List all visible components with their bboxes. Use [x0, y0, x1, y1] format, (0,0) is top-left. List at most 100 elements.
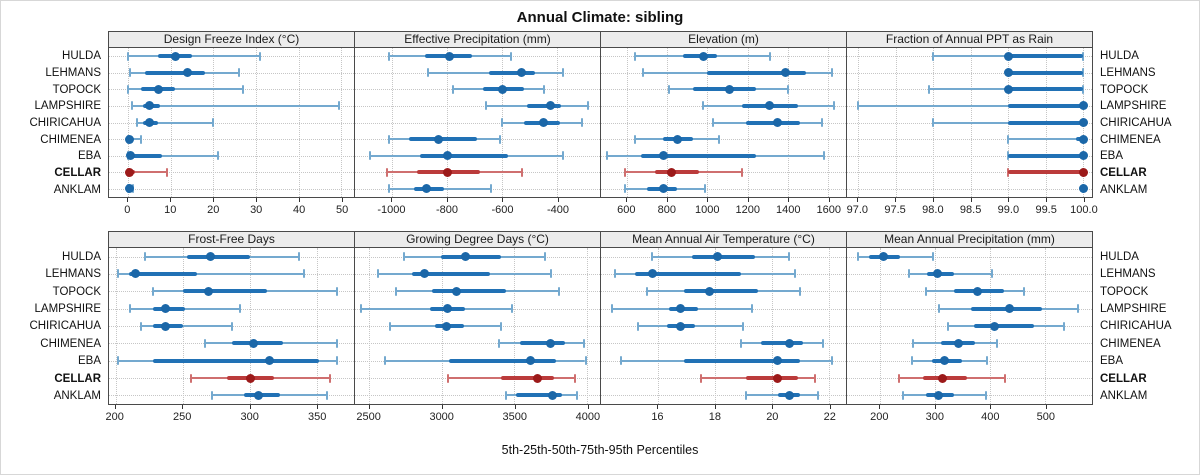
panel-axis: 16 18 20 22: [600, 405, 847, 429]
median-dot: [773, 373, 783, 383]
gridline-horizontal: [109, 155, 354, 157]
whisker-cap: [984, 390, 987, 400]
median-dot: [989, 321, 999, 331]
axis-tick: [1046, 198, 1048, 202]
whisker-cap: [768, 51, 771, 61]
panel-header: Design Freeze Index (°C): [108, 31, 355, 48]
axis-tick: [828, 198, 830, 202]
whisker-cap: [369, 151, 372, 161]
median-dot: [773, 356, 783, 366]
median-dot: [422, 184, 432, 194]
whisker-cap: [932, 252, 935, 262]
iqr-bar: [419, 153, 508, 158]
whisker-cap: [338, 101, 341, 111]
whisker-cap: [586, 101, 589, 111]
median-dot: [1003, 68, 1013, 78]
site-label-column-right: HULDA LEHMANS TOPOCK LAMPSHIRE CHIRICAHUA CHI…: [1093, 31, 1197, 198]
strip-spacer: [1093, 231, 1197, 248]
site-label: CELLAR: [54, 167, 101, 180]
axis-tick: [587, 405, 589, 409]
median-dot: [672, 134, 682, 144]
median-dot: [933, 269, 943, 279]
whisker-cap: [237, 68, 240, 78]
whisker-cap: [619, 356, 622, 366]
whisker-cap: [614, 269, 617, 279]
site-label: CHIMENEA: [40, 133, 101, 146]
whisker-cap: [561, 151, 564, 161]
axis-tick: [1083, 198, 1085, 202]
whisker-cap: [793, 269, 796, 279]
whisker-cap: [946, 321, 949, 331]
axis-tick-label: 300: [240, 411, 259, 423]
whisker-cap: [1082, 84, 1084, 94]
panel-plot: [846, 248, 1093, 405]
median-dot: [1078, 101, 1088, 111]
whisker-cap: [388, 134, 391, 144]
median-dot: [939, 356, 949, 366]
median-dot: [265, 356, 275, 366]
site-label: LAMPSHIRE: [1100, 100, 1167, 113]
row-gap: [1, 222, 1199, 231]
whisker-cap: [740, 167, 743, 177]
whisker-cap: [500, 321, 503, 331]
site-label: TOPOCK: [52, 285, 101, 298]
whisker-cap: [388, 184, 391, 194]
site-label: HULDA: [62, 50, 101, 63]
whisker-cap: [335, 286, 338, 296]
whisker-cap: [509, 51, 512, 61]
median-dot: [704, 286, 714, 296]
iqr-bar: [1008, 54, 1083, 59]
whisker-cap: [394, 286, 397, 296]
median-dot: [1078, 167, 1088, 177]
whisker-cap: [745, 390, 748, 400]
whisker-cap: [624, 184, 627, 194]
median-dot: [442, 151, 452, 161]
axis-tick: [772, 405, 774, 409]
site-label: ANKLAM: [53, 183, 101, 196]
axis-tick: [299, 198, 301, 202]
median-dot: [781, 68, 791, 78]
median-dot: [254, 390, 264, 400]
iqr-bar: [1008, 103, 1083, 108]
axis-tick-label: 2500: [356, 411, 381, 423]
axis-tick: [829, 405, 831, 409]
whisker-cap: [388, 321, 391, 331]
gridline-horizontal: [601, 188, 846, 190]
whisker-cap: [857, 252, 859, 262]
gridline-horizontal: [847, 155, 1092, 157]
whisker-cap: [832, 101, 835, 111]
site-label: LAMPSHIRE: [1100, 303, 1167, 316]
median-dot: [497, 84, 507, 94]
whisker-cap: [645, 286, 648, 296]
iqr-bar: [683, 289, 758, 294]
axis-tick: [342, 198, 344, 202]
gridline-horizontal: [355, 122, 600, 124]
panel-axis: 0 10 20 30 40 50: [108, 198, 355, 222]
site-label: LAMPSHIRE: [34, 100, 101, 113]
axis-caption: 5th-25th-50th-75th-95th Percentiles: [501, 443, 699, 457]
site-label: HULDA: [62, 250, 101, 263]
whisker-cap: [634, 51, 637, 61]
median-dot: [441, 321, 451, 331]
whisker-cap: [575, 390, 578, 400]
axis-tick-label: 40: [293, 204, 306, 216]
axis-tick: [256, 198, 258, 202]
median-dot: [934, 390, 944, 400]
median-dot: [144, 101, 154, 111]
whisker-cap: [189, 373, 192, 383]
site-label: TOPOCK: [1100, 285, 1149, 298]
whisker-cap: [326, 390, 329, 400]
iqr-bar: [746, 376, 798, 380]
axis-tick-label: 20: [207, 204, 220, 216]
median-dot: [442, 167, 452, 177]
whisker-cap: [484, 101, 487, 111]
axis-tick: [666, 198, 668, 202]
axis-tick: [114, 405, 116, 409]
whisker-cap: [702, 101, 705, 111]
panel-axis: 200 300 400 500: [846, 405, 1093, 429]
median-dot: [125, 151, 135, 161]
whisker-cap: [912, 338, 915, 348]
whisker-cap: [131, 101, 134, 111]
median-dot: [1003, 51, 1013, 61]
whisker-cap: [451, 84, 454, 94]
